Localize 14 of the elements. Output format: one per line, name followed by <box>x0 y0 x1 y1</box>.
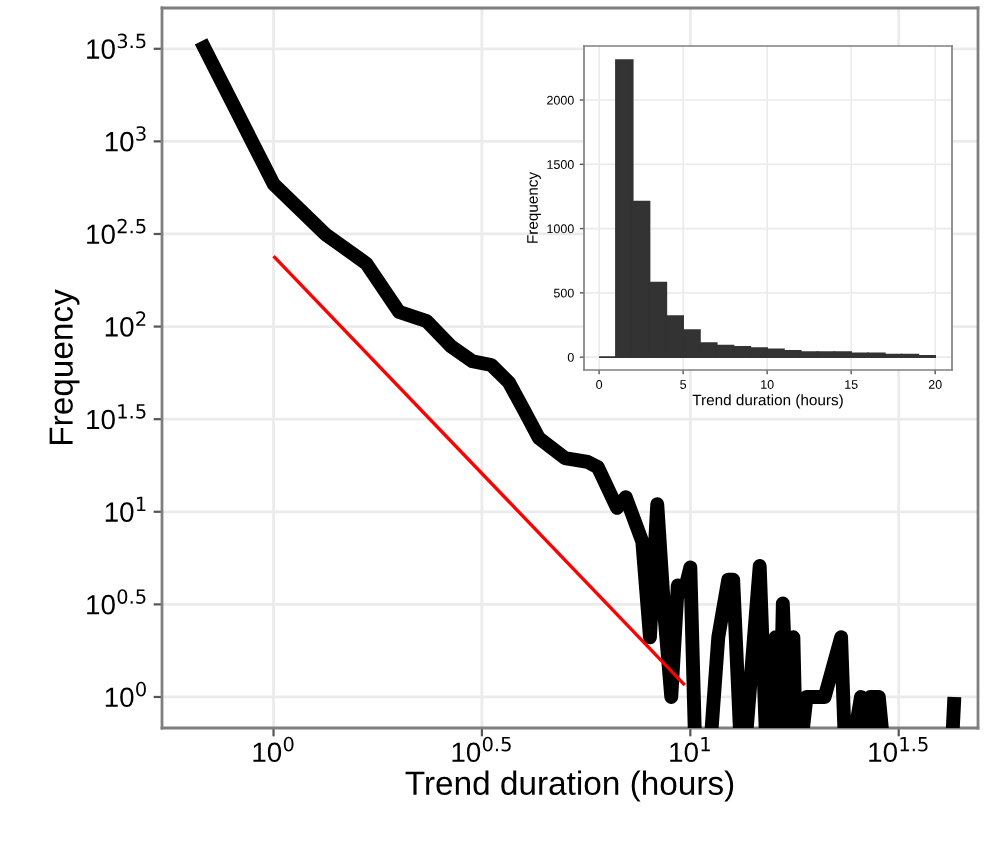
y-tick-label: 10$^{0}$ <box>105 681 146 708</box>
x-tick-label: 10$^{1}$ <box>670 737 710 763</box>
y-tick-label: 10$^{1}$ <box>105 496 146 522</box>
x-tick-label: 10$^{0.5}$ <box>452 736 511 763</box>
y-tick-label: 10$^{3}$ <box>105 126 146 152</box>
y-axis-title: Frequency <box>49 289 80 444</box>
y-tick-label: 10$^{1.5}$ <box>87 404 146 430</box>
y-tick-label: 10$^{2.5}$ <box>87 218 146 245</box>
x-axis-title: Trend duration (hours) <box>405 770 734 802</box>
x-tick-label: 10$^{1.5}$ <box>869 737 928 763</box>
y-tick-label: 10$^{0.5}$ <box>87 589 146 615</box>
y-tick-label: 10$^{2}$ <box>105 311 146 337</box>
x-tick-label: 10$^{0}$ <box>253 736 294 763</box>
y-tick-label: 10$^{3.5}$ <box>87 33 146 59</box>
